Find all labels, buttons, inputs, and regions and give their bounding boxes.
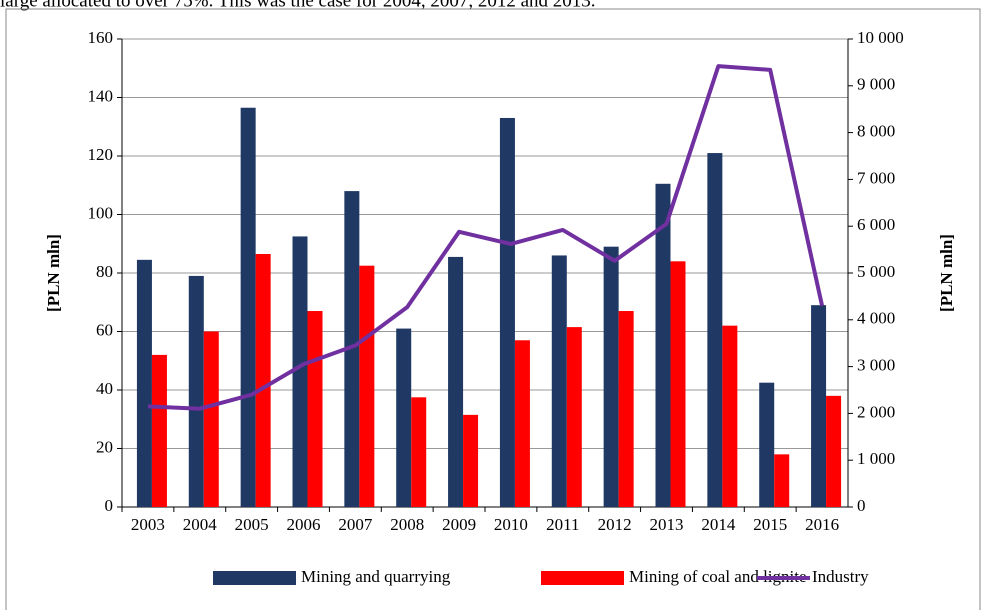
bar bbox=[707, 153, 723, 507]
bar bbox=[396, 328, 412, 507]
bar bbox=[826, 395, 842, 507]
y-tick-label: 60 bbox=[96, 320, 113, 339]
bar bbox=[655, 183, 671, 507]
x-tick-label: 2009 bbox=[442, 515, 476, 534]
x-tick-label: 2007 bbox=[338, 515, 373, 534]
bar bbox=[811, 305, 827, 507]
bar bbox=[344, 191, 360, 507]
bar bbox=[759, 382, 775, 507]
x-tick-label: 2013 bbox=[650, 515, 684, 534]
x-tick-label: 2015 bbox=[753, 515, 787, 534]
x-tick-label: 2016 bbox=[805, 515, 839, 534]
bar bbox=[670, 261, 686, 507]
bar bbox=[203, 331, 219, 507]
bar bbox=[603, 246, 619, 508]
bar bbox=[514, 340, 530, 507]
bar bbox=[255, 253, 271, 507]
bar bbox=[188, 275, 204, 507]
y-tick-label: 160 bbox=[88, 28, 114, 47]
bar bbox=[136, 259, 152, 507]
y-tick-label: 140 bbox=[88, 86, 114, 105]
bar bbox=[448, 256, 464, 507]
y2-tick-label: 8 000 bbox=[857, 122, 895, 141]
x-tick-label: 2004 bbox=[183, 515, 218, 534]
y2-tick-label: 1 000 bbox=[857, 449, 895, 468]
y2-tick-label: 3 000 bbox=[857, 356, 895, 375]
y-tick-label: 40 bbox=[96, 379, 113, 398]
x-tick-label: 2014 bbox=[701, 515, 736, 534]
y2-tick-label: 10 000 bbox=[857, 28, 904, 47]
bar bbox=[566, 327, 582, 507]
y2-tick-label: 6 000 bbox=[857, 215, 895, 234]
y2-tick-label: 9 000 bbox=[857, 75, 895, 94]
y2-tick-label: 5 000 bbox=[857, 262, 895, 281]
y2-tick-label: 4 000 bbox=[857, 309, 895, 328]
bar bbox=[463, 414, 479, 507]
legend-swatch bbox=[541, 571, 624, 585]
x-tick-label: 2006 bbox=[287, 515, 321, 534]
x-tick-label: 2012 bbox=[598, 515, 632, 534]
legend-label: Mining of coal and lignite bbox=[629, 567, 807, 586]
legend-swatch bbox=[213, 571, 296, 585]
bar bbox=[722, 325, 738, 507]
legend-label: Mining and quarrying bbox=[301, 567, 451, 586]
x-tick-label: 2008 bbox=[390, 515, 424, 534]
y-tick-label: 20 bbox=[96, 437, 113, 456]
x-tick-label: 2011 bbox=[546, 515, 579, 534]
bar bbox=[292, 236, 308, 507]
bar bbox=[307, 311, 323, 507]
bar bbox=[411, 397, 427, 507]
y2-tick-label: 0 bbox=[857, 496, 866, 515]
line-series bbox=[147, 64, 825, 411]
x-tick-label: 2005 bbox=[235, 515, 269, 534]
chart-frame bbox=[5, 8, 981, 610]
header-text: large allocated to over 75%. This was th… bbox=[0, 0, 596, 11]
bar bbox=[618, 311, 634, 507]
y2-axis-title: [PLN mln] bbox=[937, 234, 956, 312]
x-tick-label: 2003 bbox=[131, 515, 165, 534]
bar bbox=[240, 107, 256, 508]
bar bbox=[774, 454, 790, 507]
bar bbox=[359, 265, 375, 507]
x-tick-label: 2010 bbox=[494, 515, 528, 534]
y-tick-label: 100 bbox=[88, 203, 114, 222]
bar bbox=[551, 255, 567, 507]
bar bbox=[151, 354, 167, 507]
y2-tick-label: 7 000 bbox=[857, 168, 895, 187]
y2-tick-label: 2 000 bbox=[857, 402, 895, 421]
bar bbox=[499, 117, 515, 507]
y-tick-label: 0 bbox=[105, 496, 114, 515]
y-tick-label: 80 bbox=[96, 262, 113, 281]
y-tick-label: 120 bbox=[88, 145, 114, 164]
y-axis-title: [PLN mln] bbox=[44, 234, 63, 312]
legend-label: Industry bbox=[812, 567, 869, 586]
